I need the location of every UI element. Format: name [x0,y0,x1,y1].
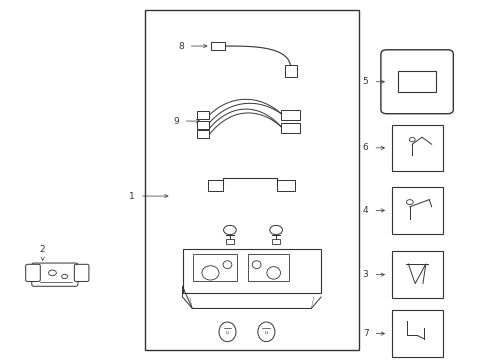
Bar [225,239,233,244]
Bar [182,249,321,293]
Text: 2: 2 [40,245,45,254]
Text: 9: 9 [173,117,179,126]
Bar [197,111,209,119]
Bar [193,254,237,281]
Text: 1: 1 [129,192,135,201]
Bar [391,187,442,234]
Text: 6: 6 [362,143,368,152]
Circle shape [269,225,282,235]
Text: 4: 4 [362,206,368,215]
Text: 8: 8 [178,41,183,50]
Bar [281,123,299,133]
Text: 3: 3 [362,270,368,279]
FancyBboxPatch shape [380,50,452,114]
Circle shape [406,200,412,204]
Bar [247,254,289,281]
Text: u: u [225,330,228,336]
Ellipse shape [257,322,274,342]
FancyBboxPatch shape [32,263,78,286]
Bar [281,110,299,120]
Bar [284,65,296,77]
Text: u: u [264,330,267,336]
Bar [197,130,209,138]
Ellipse shape [219,322,236,342]
Bar [276,180,294,191]
Bar [272,239,280,244]
Bar [391,251,442,298]
Ellipse shape [252,261,261,269]
Bar [391,125,442,171]
Bar [144,10,358,350]
Circle shape [408,138,414,142]
Circle shape [48,270,56,276]
Bar [391,310,442,357]
Text: 7: 7 [362,329,368,338]
Ellipse shape [266,267,280,279]
Ellipse shape [202,266,219,280]
Circle shape [61,274,67,279]
FancyBboxPatch shape [74,264,89,282]
Bar [210,42,224,50]
FancyBboxPatch shape [26,264,40,282]
Ellipse shape [223,261,231,269]
Bar [197,121,209,129]
Bar [207,180,223,191]
Text: 5: 5 [362,77,368,86]
Bar [397,71,435,92]
Circle shape [223,225,236,235]
